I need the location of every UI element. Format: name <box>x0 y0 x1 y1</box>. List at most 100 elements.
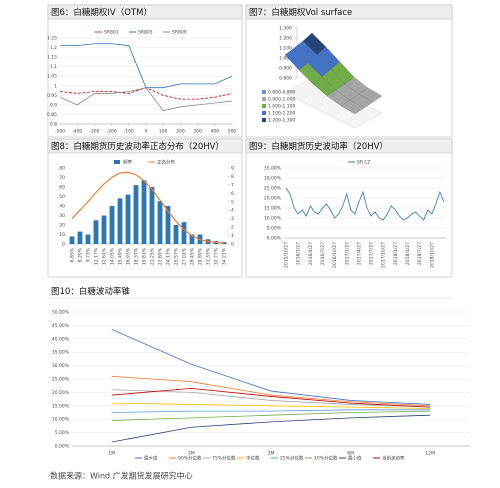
x-tick-label: 400 <box>211 129 220 135</box>
y-tick-label: 30.00% <box>264 176 282 182</box>
bar <box>85 234 91 244</box>
series-line <box>285 187 445 221</box>
y-tick-label: 0.9 <box>50 102 57 108</box>
y-tick-label: 35.00% <box>264 166 282 172</box>
series-line <box>59 87 233 100</box>
legend-label: 最小值 <box>348 455 362 462</box>
series-line <box>111 409 431 413</box>
legend-swatch <box>262 118 266 122</box>
x-tick-label: -500 <box>55 129 65 135</box>
y-tick-label: 80 <box>59 166 65 172</box>
bar <box>133 185 139 244</box>
x-tick-label: 0 <box>145 129 148 135</box>
x-tick-label: 18.37% <box>134 247 140 265</box>
y2-tick-label: 6 <box>231 191 234 197</box>
x-tick-label: 1M <box>108 451 115 457</box>
z-tick-label: 0.800 <box>279 76 292 82</box>
x-tick-label: 2017/4/27 <box>356 242 362 265</box>
y-tick-label: 1.1 <box>50 64 57 70</box>
x-tick-label: 2017/10/27 <box>381 242 387 268</box>
x-tick-label: 34.21% <box>222 247 228 265</box>
y-tick-label: 50 <box>59 194 65 200</box>
x-tick-label: 12M <box>425 451 435 457</box>
panel-title: 图7：白糖期权Vol surface <box>249 7 352 18</box>
bar <box>93 220 99 244</box>
bar <box>181 222 187 244</box>
x-tick-label: 2017/7/27 <box>369 242 375 265</box>
y-tick-label: 1.2 <box>50 45 57 51</box>
x-tick-label: 27.01% <box>182 247 188 265</box>
panel-title: 图10：白糖波动率锥 <box>51 286 130 297</box>
y-tick-label: 50.00% <box>52 310 70 316</box>
legend-label: 75%分位数 <box>212 455 236 462</box>
y-tick-label: 15.00% <box>52 403 70 409</box>
x-tick-label: 2016/10/27 <box>332 242 338 268</box>
y2-tick-label: 4 <box>231 208 234 214</box>
x-tick-label: 32.77% <box>214 247 220 265</box>
legend-label: 中位数 <box>246 455 260 462</box>
series-line <box>71 171 225 244</box>
bar <box>165 206 171 244</box>
x-tick-label: 100 <box>159 129 168 135</box>
x-tick-label: -400 <box>72 129 82 135</box>
y-tick-label: 20 <box>59 223 65 229</box>
legend-label: 正态分布 <box>157 159 175 166</box>
x-tick-label: 25.57% <box>174 247 180 265</box>
series-line <box>59 87 233 112</box>
surface-cell <box>340 99 365 115</box>
x-tick-label: 2016/7/27 <box>320 242 326 265</box>
series-line <box>111 389 431 408</box>
y-tick-label: 20.00% <box>52 390 70 396</box>
x-tick-label: 9.73% <box>86 247 92 262</box>
x-tick-label: 15.49% <box>118 247 124 265</box>
x-tick-label: 24.13% <box>166 247 172 265</box>
z-tick-label: 1.200 <box>279 36 292 42</box>
y-tick-label: 20.00% <box>264 196 282 202</box>
x-tick-label: 8.29% <box>78 247 84 262</box>
legend-label: 最大值 <box>144 455 158 462</box>
y-tick-label: 1.25 <box>47 36 57 42</box>
x-tick-label: 14.05% <box>110 247 116 265</box>
x-tick-label: -100 <box>124 129 134 135</box>
legend-label: 1.100-1.200 <box>268 111 296 117</box>
x-tick-label: 200 <box>176 129 185 135</box>
legend-swatch <box>262 90 266 94</box>
legend-label: SR809 <box>172 30 187 36</box>
z-tick-label: 1.100 <box>279 46 292 52</box>
legend-label: 25%分位数 <box>280 455 304 462</box>
y-tick-label: 15.00% <box>264 206 282 212</box>
y-tick-label: 30.00% <box>52 363 70 369</box>
z-tick-label: 1.300 <box>279 26 292 32</box>
x-tick-label: 2015/10/27 <box>284 242 290 268</box>
legend-label: SR801 <box>104 30 119 36</box>
bar <box>69 236 75 244</box>
z-tick-label: 1.000 <box>279 56 292 62</box>
legend-swatch <box>114 160 120 164</box>
series-line <box>111 329 431 405</box>
y2-tick-label: 9 <box>231 166 234 172</box>
legend-label: 当前波动率 <box>382 455 405 462</box>
x-tick-label: 3M <box>268 451 275 457</box>
series-line <box>111 387 431 408</box>
panel-header <box>245 138 453 154</box>
y-tick-label: 70 <box>59 175 65 181</box>
y2-tick-label: 2 <box>231 225 234 231</box>
legend-label: 1.000-1.100 <box>268 104 296 110</box>
bar <box>117 198 123 244</box>
legend-label: 1.200-1.300 <box>268 118 296 124</box>
x-tick-label: -200 <box>106 129 116 135</box>
legend-label: SR.CZ <box>357 160 370 166</box>
panel-title: 图9：白糖期货历史波动率（20HV） <box>249 141 388 152</box>
x-tick-label: 2018/10/27 <box>429 242 435 268</box>
y2-tick-label: 1 <box>231 233 234 239</box>
legend-label: 0.900-1.000 <box>268 97 296 103</box>
y-tick-label: 60 <box>59 185 65 191</box>
bar <box>157 201 163 244</box>
x-tick-label: 11.17% <box>94 247 100 265</box>
bar <box>141 180 147 244</box>
y-tick-label: 0 <box>62 242 65 248</box>
panel-title: 图8：白糖期货历史波动率正态分布（20HV） <box>51 141 224 152</box>
legend-swatch <box>262 104 266 108</box>
x-tick-label: 6M <box>347 451 354 457</box>
x-tick-label: 2016/1/27 <box>296 242 302 265</box>
